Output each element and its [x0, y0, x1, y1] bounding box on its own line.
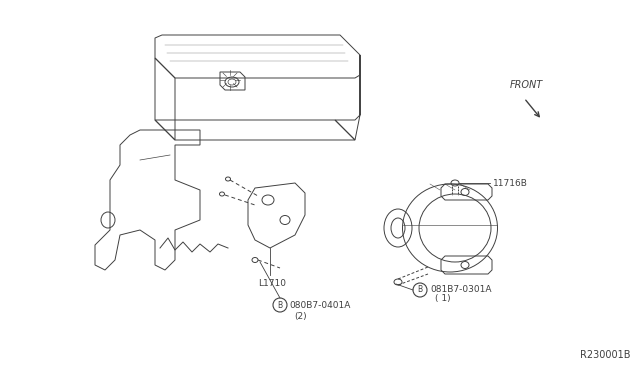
Text: 080B7-0401A: 080B7-0401A: [289, 301, 350, 310]
Text: ( 1): ( 1): [435, 295, 451, 304]
Text: (2): (2): [294, 312, 307, 321]
Text: 081B7-0301A: 081B7-0301A: [430, 285, 492, 294]
Text: 11716B: 11716B: [493, 180, 528, 189]
Text: L1710: L1710: [258, 279, 286, 288]
Text: R230001B: R230001B: [580, 350, 630, 360]
Text: B: B: [417, 285, 422, 295]
Text: FRONT: FRONT: [510, 80, 543, 90]
Text: B: B: [277, 301, 283, 310]
